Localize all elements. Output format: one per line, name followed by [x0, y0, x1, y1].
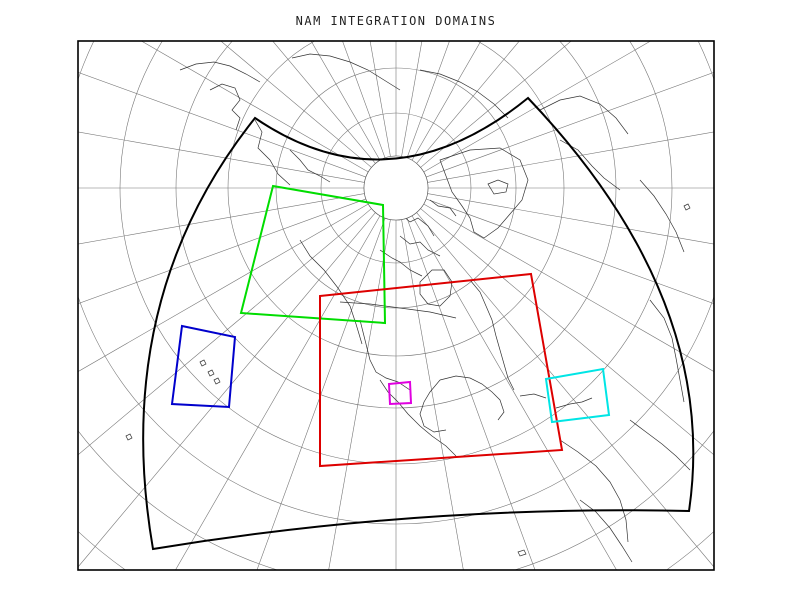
meridian-line-35	[427, 131, 714, 183]
meridian-line-7	[406, 217, 536, 570]
domain-alaska-outline	[239, 184, 387, 325]
map-frame	[77, 40, 715, 571]
meridian-line-24	[310, 41, 381, 161]
meridian-line-2	[425, 198, 714, 305]
meridian-line-3	[423, 203, 714, 372]
meridian-line-17	[78, 193, 365, 245]
meridian-line-5	[416, 212, 714, 568]
meridian-line-32	[420, 41, 572, 168]
domain-parent-outline	[142, 96, 695, 551]
meridian-line-10	[328, 219, 391, 570]
meridian-line-21	[140, 41, 369, 173]
meridian-line-13	[78, 212, 376, 568]
map-title: NAM INTEGRATION DOMAINS	[295, 14, 497, 28]
meridian-line-34	[425, 71, 714, 178]
domain-conus-outline	[319, 272, 564, 468]
meridian-line-20	[78, 71, 367, 178]
north-pole-cap	[363, 155, 429, 221]
meridian-line-1	[427, 193, 714, 245]
meridian-line-15	[78, 203, 369, 372]
meridian-line-31	[416, 41, 520, 164]
domain-fire-weather-outline	[387, 380, 413, 406]
meridian-line-33	[423, 41, 652, 173]
meridian-line-23	[272, 41, 376, 164]
meridian-line-22	[220, 41, 372, 168]
meridian-line-6	[411, 215, 617, 570]
meridian-line-12	[175, 215, 381, 570]
meridian-line-11	[256, 217, 386, 570]
meridian-line-14	[78, 208, 372, 456]
meridian-line-16	[78, 198, 367, 305]
meridian-line-19	[78, 131, 365, 183]
domain-hawaii-outline	[170, 324, 237, 409]
meridian-line-8	[401, 219, 464, 570]
meridian-line-4	[420, 208, 714, 456]
domain-puerto-rico-outline	[544, 367, 611, 424]
meridian-line-26	[369, 41, 391, 157]
coastlines	[125, 53, 691, 563]
